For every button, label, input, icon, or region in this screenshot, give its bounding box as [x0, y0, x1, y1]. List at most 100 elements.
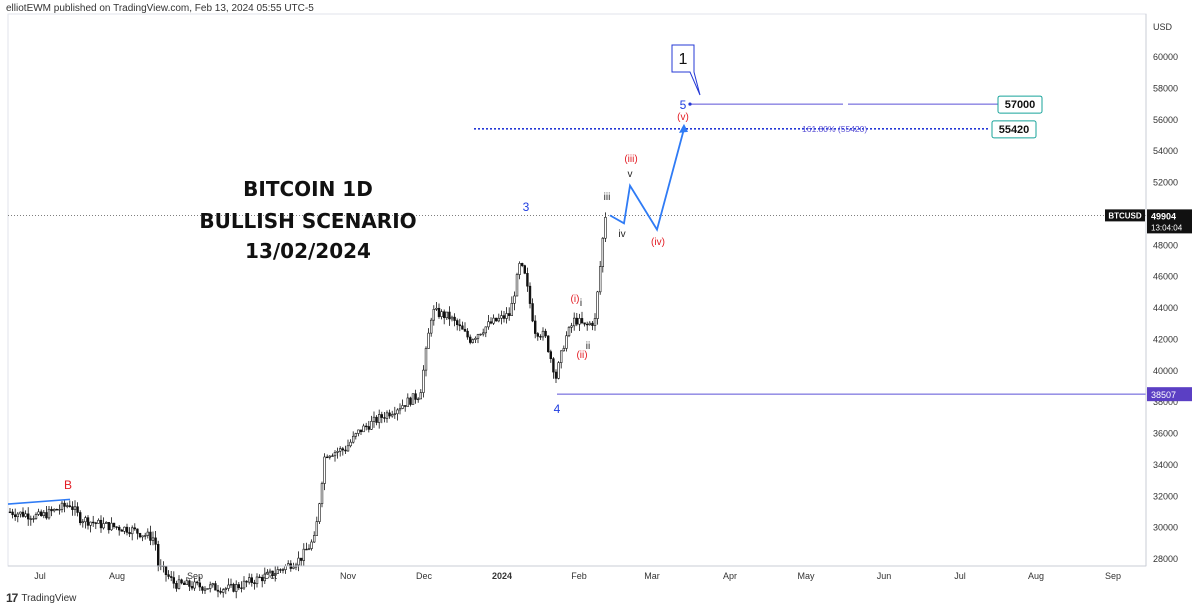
candle-body	[185, 580, 188, 585]
wave-label: 4	[554, 402, 561, 416]
candle-body	[466, 330, 469, 338]
candle-body	[572, 317, 576, 327]
candle-body	[601, 237, 605, 267]
candle-body	[250, 577, 253, 583]
wave-label: iii	[604, 192, 611, 203]
candle-body	[453, 316, 456, 321]
candle-body	[427, 332, 430, 349]
price-tags: 57000 55420 BTCUSD 49904 13:04:04 38507	[991, 95, 1192, 402]
candle-body	[118, 526, 121, 531]
y-tick-label: 56000	[1153, 115, 1178, 125]
tradingview-logo-icon: 17	[6, 591, 18, 605]
candle-body	[172, 577, 175, 584]
target-box	[997, 95, 1043, 114]
candle-body	[458, 324, 461, 327]
candle-body	[206, 588, 209, 590]
candle-body	[349, 441, 352, 447]
candle-body	[8, 511, 12, 514]
candle-body	[196, 581, 199, 584]
target-value: 55420	[999, 124, 1030, 136]
candle-body	[224, 588, 227, 590]
candle-body	[149, 531, 152, 541]
candle-body	[422, 369, 425, 393]
candle-body	[235, 584, 238, 592]
candle-body	[37, 511, 40, 515]
candle-body	[175, 582, 178, 589]
candle-body	[528, 285, 532, 304]
candle-body	[81, 521, 85, 524]
candle-body	[414, 393, 417, 400]
candle-body	[141, 535, 144, 538]
candle-body	[331, 455, 334, 457]
candle-body	[110, 522, 113, 531]
candle-body	[497, 317, 500, 322]
candle-body	[328, 455, 331, 458]
candle-body	[492, 317, 495, 324]
projection-arrowhead	[679, 123, 688, 133]
y-tick-label: 54000	[1153, 146, 1178, 156]
candle-body	[136, 528, 139, 534]
candle-body	[34, 514, 38, 519]
candle-body	[128, 532, 131, 535]
candle-body	[398, 408, 402, 411]
candle-body	[523, 265, 527, 274]
x-tick-label: Apr	[723, 571, 737, 581]
candle-body	[281, 569, 285, 571]
wave-label: (v)	[677, 112, 689, 123]
candle-body	[271, 570, 274, 577]
candle-body	[367, 426, 370, 430]
candle-body	[424, 348, 428, 371]
candle-body	[302, 548, 305, 561]
candle-body	[559, 350, 563, 363]
candle-body	[24, 513, 27, 517]
x-tick-label: Jul	[34, 571, 46, 581]
candle-body	[362, 425, 365, 433]
y-tick-label: 46000	[1153, 272, 1178, 282]
candle-body	[544, 330, 547, 337]
chart-title-line: BULLISH SCENARIO	[199, 209, 416, 233]
candle-body	[461, 325, 464, 330]
y-tick-label: 60000	[1153, 52, 1178, 62]
candle-body	[432, 309, 435, 321]
candle-body	[541, 330, 545, 338]
candle-body	[479, 333, 482, 336]
candle-body	[598, 266, 602, 293]
candle-body	[463, 328, 467, 332]
candle-body	[144, 535, 147, 537]
candle-body	[183, 582, 186, 585]
currency-label: USD	[1153, 22, 1173, 32]
candle-body	[344, 449, 347, 452]
y-tick-label: 34000	[1153, 460, 1178, 470]
candle-body	[188, 580, 191, 587]
candle-body	[336, 451, 339, 453]
candle-body	[578, 318, 581, 325]
candle-body	[71, 506, 74, 510]
candle-body	[318, 503, 321, 522]
candle-body	[164, 566, 168, 575]
wave-label: 5	[680, 98, 687, 112]
candle-body	[468, 336, 472, 343]
candle-body	[222, 589, 225, 593]
x-tick-label: 2024	[492, 571, 512, 581]
candle-body	[307, 548, 311, 550]
candle-body	[209, 584, 212, 589]
candle-body	[520, 263, 524, 266]
publish-info: elliotEWM published on TradingView.com, …	[6, 3, 314, 14]
candle-body	[47, 508, 51, 519]
candle-body	[554, 371, 558, 379]
candle-body	[502, 315, 506, 319]
y-tick-label: 30000	[1153, 523, 1178, 533]
target-value: 57000	[1005, 99, 1036, 111]
footer[interactable]: 17 TradingView	[6, 591, 76, 605]
candle-body	[45, 512, 48, 519]
candle-body	[518, 263, 521, 275]
candle-body	[588, 322, 592, 325]
candle-body	[177, 579, 181, 589]
y-tick-label: 36000	[1153, 429, 1178, 439]
candle-body	[60, 502, 64, 510]
wave-label: i	[580, 298, 582, 309]
candle-body	[214, 583, 217, 591]
candle-body	[546, 335, 550, 352]
candle-body	[596, 291, 599, 319]
